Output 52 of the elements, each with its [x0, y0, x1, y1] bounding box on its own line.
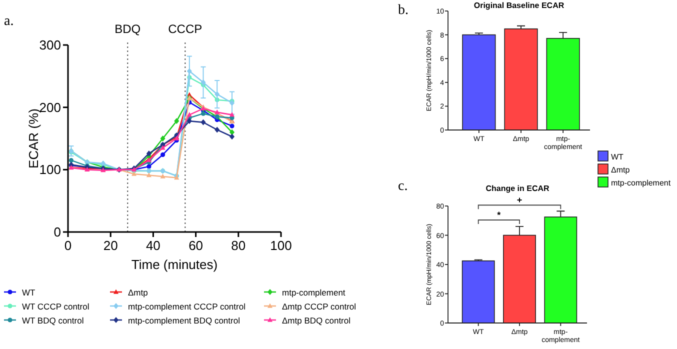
legend-label: Δmtp CCCP control: [282, 302, 356, 312]
text: b.: [398, 3, 408, 18]
point: [214, 126, 220, 133]
point: [200, 111, 206, 116]
x-tick-label: 100: [270, 238, 292, 253]
point: [68, 158, 74, 163]
chart-title: Original Baseline ECAR: [474, 1, 564, 10]
point: [229, 134, 235, 140]
x-tick-label: 0: [64, 238, 72, 253]
x-axis-title: Time (minutes): [131, 257, 218, 272]
point: [186, 112, 192, 117]
legend-label: Δmtp: [128, 288, 148, 298]
text: +: [516, 195, 522, 206]
legend-label: WT CCCP control: [22, 302, 90, 312]
point: [230, 124, 234, 128]
legend-label: WT: [611, 152, 624, 162]
point: [132, 171, 137, 176]
point: [160, 152, 166, 158]
text: a.: [4, 14, 14, 29]
x-tick-label: 60: [188, 238, 204, 253]
point: [146, 164, 152, 169]
legend-label: mtp-complement CCCP control: [128, 302, 246, 312]
text: c.: [398, 179, 408, 194]
y-tick-label: 200: [39, 100, 61, 115]
legend-label: Δmtp: [611, 166, 630, 174]
x-tick-label: 20: [103, 238, 118, 253]
point: [146, 150, 152, 156]
x-tick-label: 80: [231, 238, 246, 253]
x-tick-label: 40: [146, 238, 160, 253]
point: [186, 118, 192, 124]
y-tick-label: 300: [39, 38, 61, 52]
chart-title: Change in ECAR: [486, 184, 550, 193]
legend-label: Δmtp BDQ control: [282, 316, 351, 326]
point: [229, 112, 235, 117]
legend-label: WT: [22, 288, 36, 298]
ref-line-label: CCCP: [168, 22, 202, 36]
y-tick-label: 100: [39, 162, 61, 178]
y-tick-label: 0: [54, 224, 61, 240]
point: [214, 91, 220, 98]
ref-line-label: BDQ: [114, 22, 141, 36]
point: [160, 136, 166, 142]
point: [160, 174, 166, 178]
legend-label: mtp-complement: [282, 288, 346, 298]
legend-label: WT BDQ control: [22, 316, 84, 326]
point: [174, 118, 180, 124]
point: [200, 79, 206, 86]
point: [146, 172, 152, 178]
point: [200, 119, 206, 126]
legend-label: mtp-complement: [611, 178, 672, 188]
annotation: *: [497, 210, 502, 220]
y-axis-title: ECAR (%): [26, 108, 41, 168]
legend-label: mtp-complement BDQ control: [128, 316, 240, 326]
